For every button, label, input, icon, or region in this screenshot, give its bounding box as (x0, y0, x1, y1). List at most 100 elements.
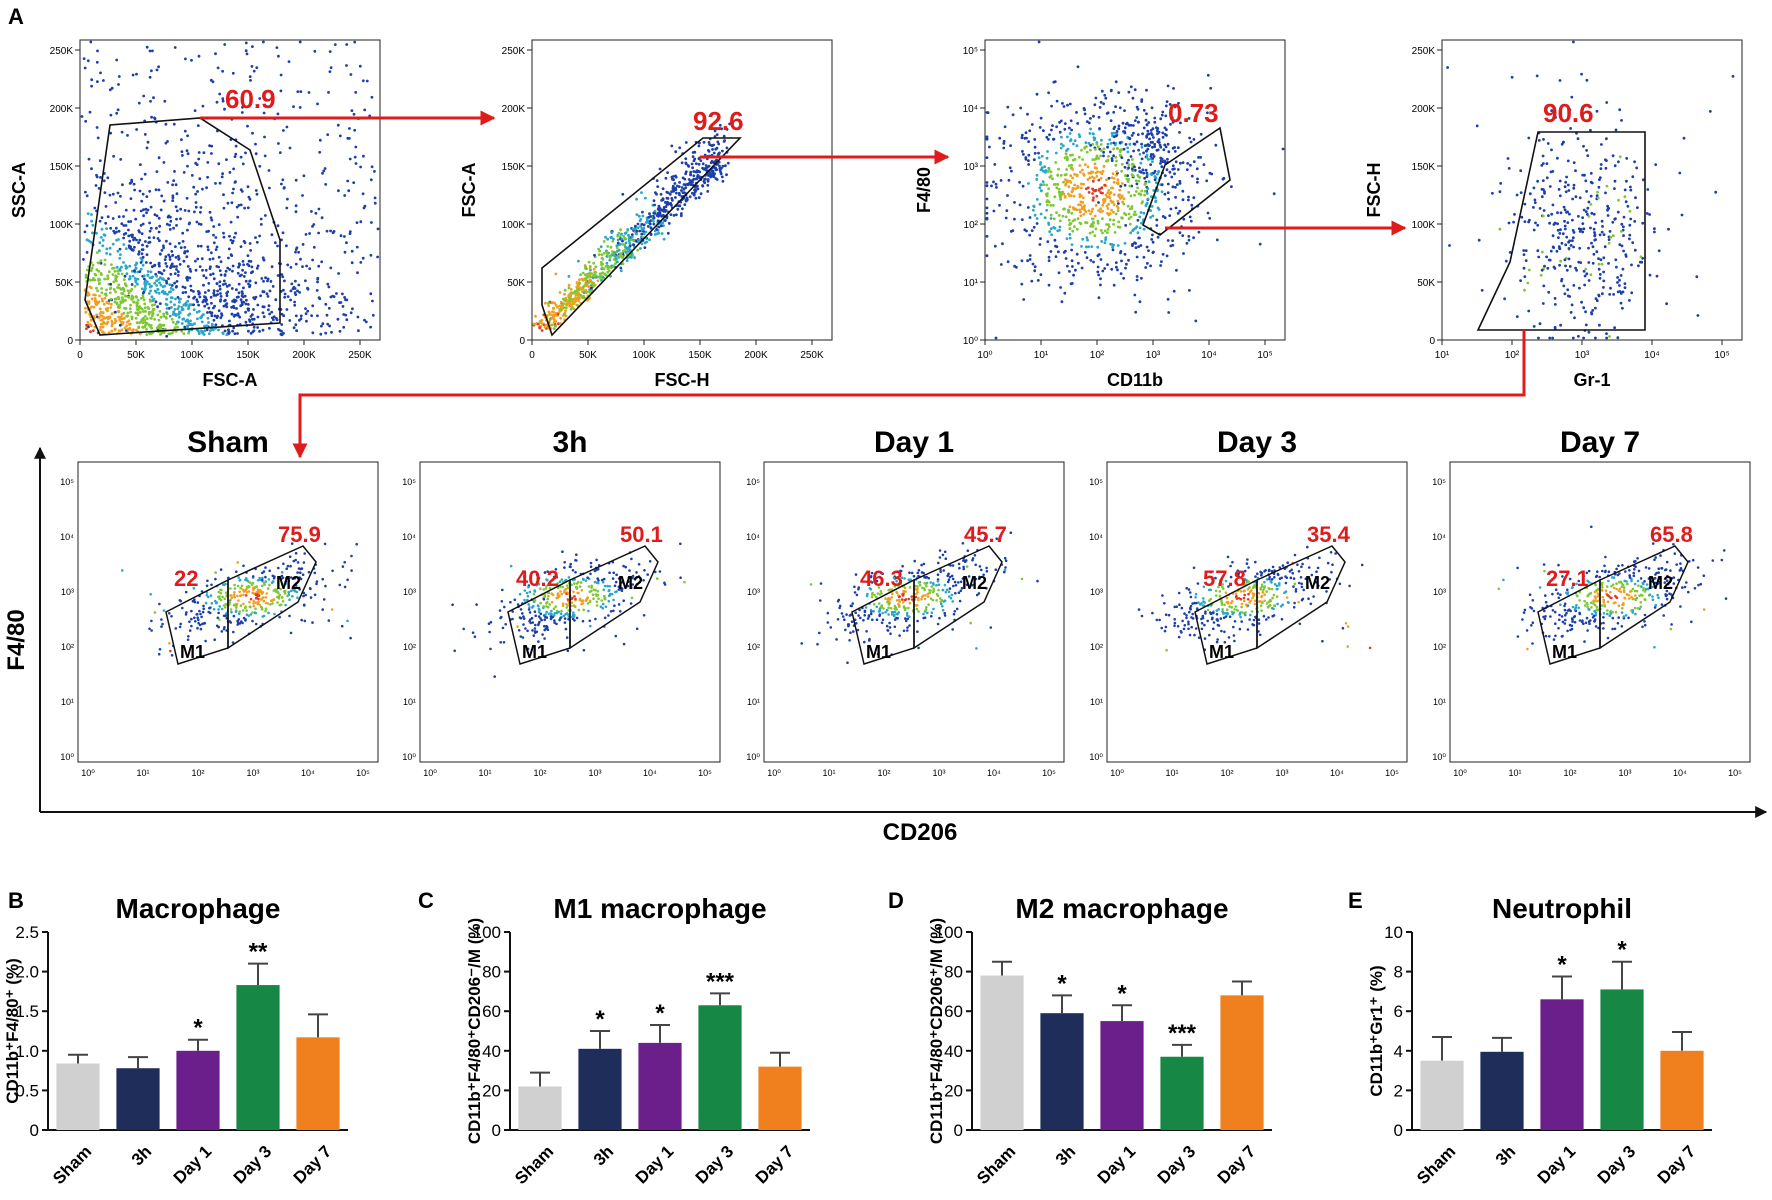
event-dot (240, 294, 244, 298)
event-dot (355, 245, 359, 249)
event-dot (173, 170, 176, 173)
event-dot (684, 186, 688, 190)
event-dot (1115, 130, 1119, 133)
event-dot (361, 192, 365, 196)
event-dot (242, 300, 246, 304)
event-dot (91, 223, 95, 227)
event-dot (590, 286, 593, 290)
event-dot (244, 41, 248, 45)
event-dot (90, 305, 93, 309)
event-dot (169, 219, 173, 223)
event-dot (86, 320, 90, 324)
event-dot (1093, 158, 1097, 161)
event-dot (1575, 268, 1578, 272)
event-dot (1166, 84, 1170, 88)
event-dot (95, 173, 98, 177)
event-dot (684, 157, 688, 161)
event-dot (265, 292, 269, 296)
event-dot (1101, 191, 1104, 195)
event-dot (236, 215, 240, 219)
event-dot (246, 579, 249, 582)
event-dot (150, 310, 154, 314)
event-dot (1038, 126, 1042, 129)
event-dot (1064, 152, 1068, 156)
event-dot (599, 276, 602, 280)
event-dot (208, 611, 212, 615)
event-dot (540, 322, 544, 325)
event-dot (1109, 119, 1113, 122)
event-dot (1563, 185, 1567, 189)
gate-m1-label: M1 (180, 642, 205, 662)
event-dot (509, 564, 513, 568)
event-dot (257, 600, 260, 604)
event-dot (1605, 101, 1609, 104)
event-dot (120, 130, 124, 134)
event-dot (187, 209, 191, 213)
event-dot (546, 628, 550, 631)
event-dot (349, 73, 353, 76)
x-tick-label: 100K (180, 350, 204, 361)
event-dot (247, 309, 250, 312)
y-tick-label: 250K (1412, 46, 1436, 57)
event-dot (198, 623, 202, 627)
event-dot (1188, 136, 1191, 140)
event-dot (1142, 151, 1145, 155)
plot-frame (1441, 39, 1743, 341)
event-dot (550, 592, 553, 595)
event-dot (1136, 218, 1140, 222)
event-dot (607, 594, 611, 598)
event-dot (291, 595, 294, 598)
event-dot (208, 267, 212, 270)
event-dot (1566, 159, 1570, 163)
event-dot (263, 135, 266, 139)
event-dot (164, 262, 168, 265)
event-dot (283, 279, 286, 283)
event-dot (675, 191, 678, 195)
event-dot (301, 243, 305, 246)
event-dot (178, 310, 181, 314)
event-dot (158, 323, 161, 327)
event-dot (308, 232, 311, 235)
event-dot (272, 318, 275, 322)
event-dot (572, 611, 575, 614)
event-dot (352, 181, 356, 185)
event-dot (117, 75, 121, 78)
event-dot (355, 221, 359, 225)
event-dot (270, 233, 274, 237)
event-dot (213, 599, 217, 603)
event-dot (230, 305, 234, 309)
event-dot (142, 214, 146, 218)
event-dot (205, 186, 209, 190)
event-dot (712, 151, 716, 155)
event-dot (566, 301, 570, 305)
event-dot (158, 281, 162, 285)
event-dot (158, 602, 161, 606)
event-dot (550, 600, 554, 604)
event-dot (269, 280, 273, 283)
event-dot (192, 185, 196, 189)
event-dot (145, 244, 149, 248)
event-dot (717, 142, 721, 146)
event-dot (1089, 117, 1092, 120)
event-dot (222, 279, 226, 283)
event-dot (1115, 181, 1119, 185)
event-dot (622, 599, 625, 602)
event-dot (228, 234, 231, 238)
event-dot (87, 157, 91, 161)
gate-polygon (84, 117, 281, 336)
event-dot (217, 590, 221, 594)
event-dot (1519, 279, 1522, 282)
event-dot (1110, 267, 1114, 271)
event-dot (210, 583, 213, 587)
event-dot (322, 598, 326, 601)
event-dot (293, 287, 297, 290)
event-dot (217, 595, 220, 599)
event-dot (1118, 225, 1122, 229)
event-dot (138, 332, 142, 336)
event-dot (250, 65, 254, 68)
event-dot (1039, 163, 1042, 166)
event-dot (1144, 149, 1148, 153)
event-dot (148, 285, 152, 289)
event-dot (1553, 221, 1557, 225)
event-dot (1102, 150, 1105, 154)
